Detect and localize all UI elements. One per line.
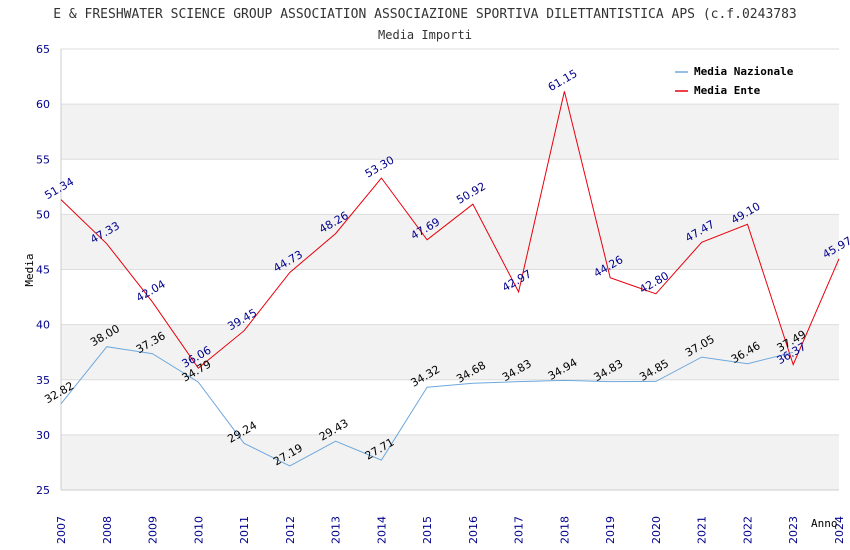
- legend: Media Nazionale Media Ente: [670, 60, 809, 101]
- chart-subtitle: Media Importi: [378, 28, 472, 42]
- legend-label-media-nazionale: Media Nazionale: [694, 65, 794, 78]
- y-axis-label: Media: [23, 253, 36, 286]
- grid-band: [61, 159, 839, 215]
- x-tick-labels: 2007 2008 2009 2010 2011 2012 2013 2014 2015 2016…: [55, 516, 846, 544]
- grid-band: [61, 324, 839, 380]
- y-tick-labels: 25 30 35 40 45 50 55 60 65: [36, 43, 50, 497]
- x-tick-label: 2022: [741, 516, 754, 544]
- y-tick-label: 65: [36, 43, 50, 56]
- series-lines: [60, 91, 840, 467]
- x-tick-label: 2011: [238, 516, 251, 544]
- x-tick-label: 2009: [147, 516, 160, 544]
- x-tick-label: 2021: [696, 516, 709, 544]
- y-tick-label: 30: [36, 429, 50, 442]
- y-tick-label: 25: [36, 484, 50, 497]
- grid-band: [61, 269, 839, 325]
- x-tick-label: 2015: [421, 516, 434, 544]
- series-line-media-nazionale: [60, 346, 794, 467]
- x-tick-label: 2012: [284, 516, 297, 544]
- grid-band: [61, 214, 839, 270]
- x-tick-label: 2014: [375, 516, 388, 544]
- y-tick-label: 40: [36, 319, 50, 332]
- y-tick-label: 60: [36, 98, 50, 111]
- chart-title: E & FRESHWATER SCIENCE GROUP ASSOCIATION…: [53, 7, 797, 22]
- grid-bands: [61, 49, 839, 490]
- grid-band: [61, 104, 839, 160]
- legend-label-media-ente: Media Ente: [694, 84, 761, 97]
- y-tick-label: 50: [36, 208, 50, 221]
- series-line-media-ente: [60, 91, 840, 369]
- x-tick-label: 2023: [787, 516, 800, 544]
- x-tick-label: 2016: [467, 516, 480, 544]
- x-tick-label: 2018: [558, 516, 571, 544]
- x-tick-label: 2020: [650, 516, 663, 544]
- y-tick-label: 55: [36, 153, 50, 166]
- legend-box: [670, 60, 809, 101]
- x-tick-label: 2024: [833, 516, 846, 544]
- x-tick-label: 2013: [330, 516, 343, 544]
- axes: [60, 49, 839, 491]
- x-axis-label: Anno: [811, 517, 838, 530]
- x-tick-label: 2008: [101, 516, 114, 544]
- x-tick-label: 2019: [604, 516, 617, 544]
- y-tick-label: 45: [36, 264, 50, 277]
- grid-band: [61, 379, 839, 435]
- x-tick-label: 2007: [55, 516, 68, 544]
- y-tick-label: 35: [36, 374, 50, 387]
- x-tick-label: 2010: [192, 516, 205, 544]
- x-tick-label: 2017: [513, 516, 526, 544]
- grid-band: [61, 434, 839, 490]
